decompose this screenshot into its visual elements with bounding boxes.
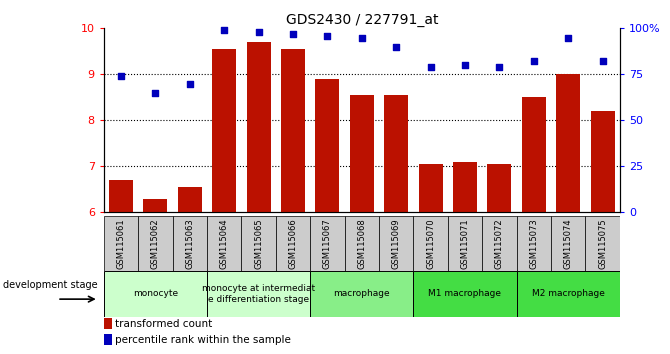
Bar — [350, 95, 374, 212]
Text: GSM115071: GSM115071 — [460, 219, 470, 269]
Bar — [551, 216, 586, 271]
Bar — [281, 49, 305, 212]
Bar — [276, 216, 310, 271]
Bar — [178, 187, 202, 212]
Bar — [104, 318, 112, 329]
Bar — [316, 79, 340, 212]
Bar — [310, 271, 413, 317]
Text: monocyte at intermediat
e differentiation stage: monocyte at intermediat e differentiatio… — [202, 284, 315, 303]
Text: GSM115074: GSM115074 — [563, 219, 573, 269]
Point — [356, 35, 367, 40]
Bar — [590, 111, 614, 212]
Point — [425, 64, 436, 70]
Title: GDS2430 / 227791_at: GDS2430 / 227791_at — [285, 13, 438, 27]
Point — [563, 35, 574, 40]
Text: GSM115075: GSM115075 — [598, 219, 607, 269]
Bar — [517, 271, 620, 317]
Bar — [413, 216, 448, 271]
Bar — [448, 216, 482, 271]
Bar — [109, 180, 133, 212]
Text: GSM115063: GSM115063 — [186, 219, 194, 269]
Bar — [344, 216, 379, 271]
Bar — [482, 216, 517, 271]
Bar — [586, 216, 620, 271]
Bar — [310, 216, 344, 271]
Bar — [453, 162, 477, 212]
Point — [597, 59, 608, 64]
Bar — [522, 97, 546, 212]
Bar — [517, 216, 551, 271]
Point — [287, 31, 298, 37]
Bar — [143, 199, 168, 212]
Text: GSM115066: GSM115066 — [289, 219, 297, 269]
Text: GSM115061: GSM115061 — [117, 219, 125, 269]
Text: GSM115070: GSM115070 — [426, 219, 435, 269]
Text: transformed count: transformed count — [115, 319, 212, 329]
Text: M2 macrophage: M2 macrophage — [532, 289, 604, 298]
Bar — [207, 216, 241, 271]
Bar — [247, 42, 271, 212]
Bar — [207, 271, 310, 317]
Bar — [173, 216, 207, 271]
Text: GSM115062: GSM115062 — [151, 219, 160, 269]
Text: GSM115072: GSM115072 — [495, 219, 504, 269]
Text: GSM115064: GSM115064 — [220, 219, 228, 269]
Bar — [419, 164, 443, 212]
Text: percentile rank within the sample: percentile rank within the sample — [115, 335, 291, 344]
Text: macrophage: macrophage — [334, 289, 390, 298]
Bar — [104, 271, 207, 317]
Bar — [104, 216, 138, 271]
Bar — [413, 271, 517, 317]
Bar — [212, 49, 237, 212]
Text: GSM115067: GSM115067 — [323, 219, 332, 269]
Text: monocyte: monocyte — [133, 289, 178, 298]
Bar — [379, 216, 413, 271]
Point — [184, 81, 195, 86]
Text: GSM115068: GSM115068 — [357, 219, 366, 269]
Point — [150, 90, 161, 96]
Bar — [104, 334, 112, 346]
Point — [460, 62, 470, 68]
Text: development stage: development stage — [3, 280, 98, 290]
Text: GSM115069: GSM115069 — [392, 219, 401, 269]
Point — [219, 27, 230, 33]
Bar — [384, 95, 408, 212]
Text: GSM115073: GSM115073 — [529, 219, 538, 269]
Point — [391, 44, 401, 50]
Bar — [241, 216, 276, 271]
Point — [322, 33, 333, 39]
Bar — [487, 164, 511, 212]
Point — [253, 29, 264, 35]
Point — [116, 73, 127, 79]
Bar — [556, 74, 580, 212]
Point — [494, 64, 505, 70]
Bar — [138, 216, 173, 271]
Point — [529, 59, 539, 64]
Text: M1 macrophage: M1 macrophage — [429, 289, 501, 298]
Text: GSM115065: GSM115065 — [254, 219, 263, 269]
